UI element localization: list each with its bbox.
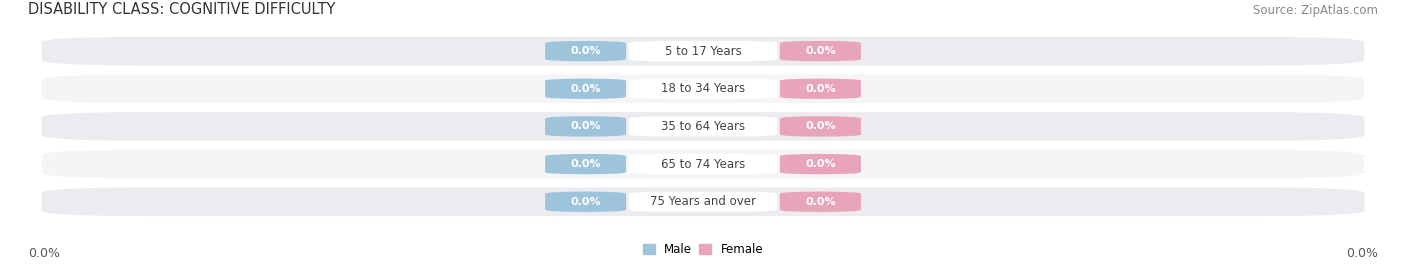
Text: 0.0%: 0.0% xyxy=(571,121,600,132)
Text: 65 to 74 Years: 65 to 74 Years xyxy=(661,158,745,171)
FancyBboxPatch shape xyxy=(546,192,626,212)
FancyBboxPatch shape xyxy=(780,192,860,212)
Text: 18 to 34 Years: 18 to 34 Years xyxy=(661,82,745,95)
Text: Source: ZipAtlas.com: Source: ZipAtlas.com xyxy=(1253,4,1378,17)
Legend: Male, Female: Male, Female xyxy=(643,243,763,256)
Text: 0.0%: 0.0% xyxy=(806,159,835,169)
FancyBboxPatch shape xyxy=(628,116,778,137)
FancyBboxPatch shape xyxy=(628,154,778,174)
FancyBboxPatch shape xyxy=(780,79,860,99)
FancyBboxPatch shape xyxy=(42,150,1364,178)
Text: 0.0%: 0.0% xyxy=(28,247,60,260)
FancyBboxPatch shape xyxy=(42,187,1364,216)
Text: 35 to 64 Years: 35 to 64 Years xyxy=(661,120,745,133)
Text: 0.0%: 0.0% xyxy=(806,197,835,207)
Text: 0.0%: 0.0% xyxy=(571,197,600,207)
FancyBboxPatch shape xyxy=(628,192,778,212)
FancyBboxPatch shape xyxy=(780,154,860,174)
FancyBboxPatch shape xyxy=(546,154,626,174)
FancyBboxPatch shape xyxy=(780,41,860,61)
FancyBboxPatch shape xyxy=(42,37,1364,65)
Text: 0.0%: 0.0% xyxy=(806,46,835,56)
FancyBboxPatch shape xyxy=(42,112,1364,141)
FancyBboxPatch shape xyxy=(546,41,626,61)
Text: 0.0%: 0.0% xyxy=(571,159,600,169)
Text: 5 to 17 Years: 5 to 17 Years xyxy=(665,45,741,58)
Text: 0.0%: 0.0% xyxy=(571,84,600,94)
FancyBboxPatch shape xyxy=(42,75,1364,103)
FancyBboxPatch shape xyxy=(546,116,626,137)
Text: 0.0%: 0.0% xyxy=(806,121,835,132)
FancyBboxPatch shape xyxy=(628,79,778,99)
Text: 75 Years and over: 75 Years and over xyxy=(650,195,756,208)
Text: DISABILITY CLASS: COGNITIVE DIFFICULTY: DISABILITY CLASS: COGNITIVE DIFFICULTY xyxy=(28,2,336,17)
FancyBboxPatch shape xyxy=(628,41,778,61)
Text: 0.0%: 0.0% xyxy=(806,84,835,94)
FancyBboxPatch shape xyxy=(546,79,626,99)
FancyBboxPatch shape xyxy=(780,116,860,137)
Text: 0.0%: 0.0% xyxy=(1346,247,1378,260)
Text: 0.0%: 0.0% xyxy=(571,46,600,56)
